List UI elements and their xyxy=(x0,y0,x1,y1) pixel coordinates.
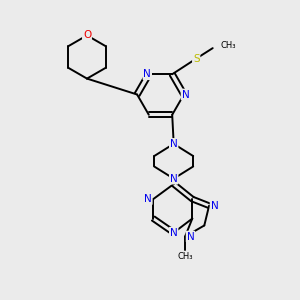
Text: N: N xyxy=(144,194,152,204)
Text: N: N xyxy=(211,201,218,211)
Text: N: N xyxy=(170,139,178,149)
Text: N: N xyxy=(143,69,151,79)
Text: N: N xyxy=(187,232,194,242)
Text: N: N xyxy=(182,89,189,100)
Text: S: S xyxy=(193,54,200,64)
Text: O: O xyxy=(83,30,91,40)
Text: CH₃: CH₃ xyxy=(220,41,236,50)
Text: N: N xyxy=(170,228,178,238)
Text: CH₃: CH₃ xyxy=(177,252,193,261)
Text: N: N xyxy=(170,174,178,184)
